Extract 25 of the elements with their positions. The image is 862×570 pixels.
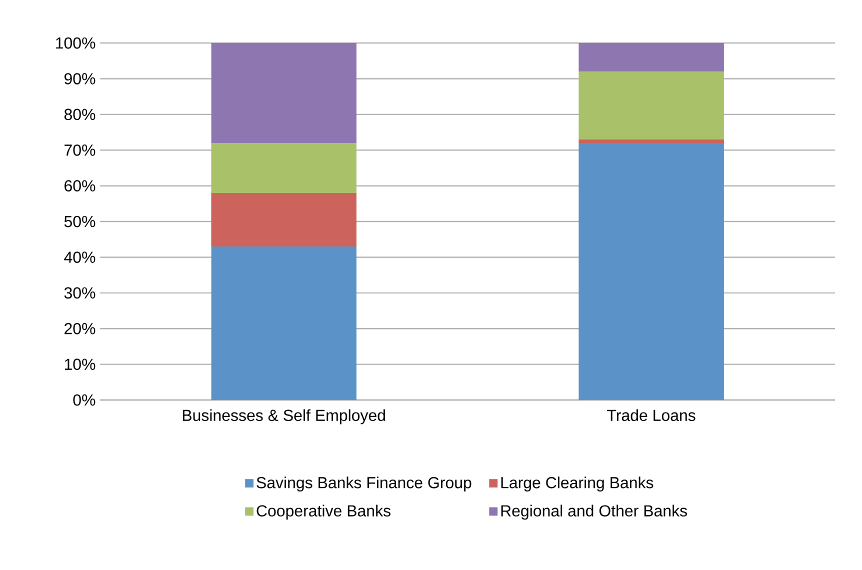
y-tick-label: 80%: [64, 108, 96, 120]
bar: [578, 142, 724, 400]
bar: [578, 42, 724, 72]
bar: [578, 72, 724, 140]
bar: [211, 246, 356, 400]
y-tick-label: 50%: [64, 216, 96, 228]
y-tick-label: 10%: [64, 358, 96, 370]
y-tick-label: 90%: [64, 73, 96, 84]
legend-label: Cooperative Banks: [256, 504, 390, 520]
y-tick-label: 20%: [64, 322, 96, 334]
bar: [211, 192, 356, 246]
x-tick-label: Businesses & Self Employed: [182, 409, 385, 424]
bar: [578, 139, 724, 143]
legend-label: Regional and Other Banks: [501, 504, 687, 520]
y-tick-label: 100%: [56, 37, 96, 49]
y-tick-label: 30%: [64, 287, 96, 299]
y-tick-label: 0%: [73, 394, 96, 406]
bar: [211, 42, 356, 143]
bar: [211, 142, 356, 193]
y-tick-label: 60%: [64, 180, 96, 192]
legend-label: Large Clearing Banks: [501, 476, 654, 492]
y-tick-label: 70%: [64, 144, 96, 156]
y-tick-label: 40%: [64, 252, 96, 263]
x-tick-label: Trade Loans: [607, 409, 696, 421]
legend-label: Savings Banks Finance Group: [256, 476, 472, 492]
